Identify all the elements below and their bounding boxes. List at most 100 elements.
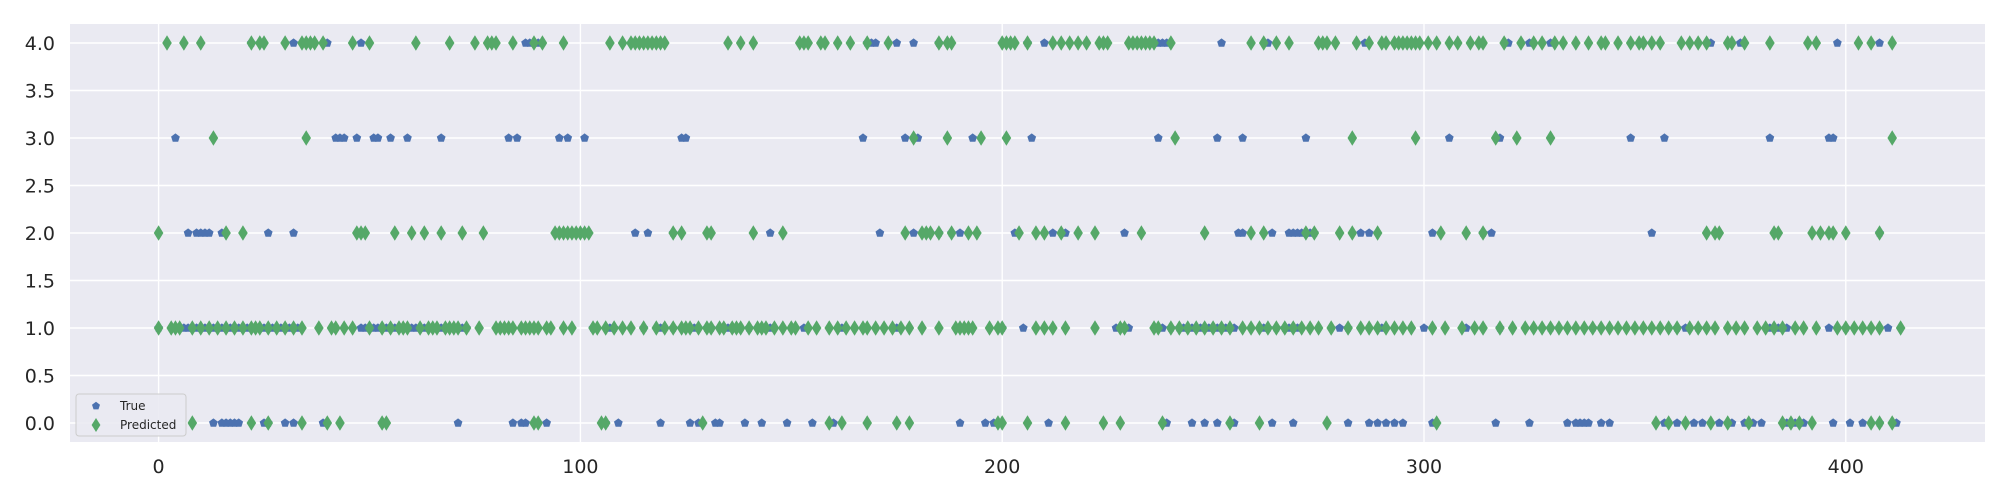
predicted-point bbox=[238, 320, 248, 336]
predicted-point bbox=[976, 130, 986, 146]
predicted-point bbox=[1048, 320, 1058, 336]
predicted-point bbox=[617, 35, 628, 51]
predicted-point bbox=[1803, 35, 1813, 51]
true-point bbox=[1698, 418, 1707, 427]
predicted-point bbox=[385, 320, 396, 336]
predicted-point bbox=[1199, 320, 1210, 336]
predicted-point bbox=[162, 35, 172, 51]
predicted-point bbox=[1528, 320, 1539, 336]
predicted-point bbox=[1064, 35, 1075, 51]
predicted-point bbox=[1423, 35, 1434, 51]
legend-marker-predicted bbox=[91, 418, 101, 432]
predicted-point bbox=[1516, 35, 1526, 51]
predicted-point bbox=[769, 320, 780, 336]
true-point bbox=[613, 418, 623, 427]
predicted-point bbox=[1073, 35, 1083, 51]
predicted-point bbox=[297, 415, 307, 431]
predicted-point bbox=[1381, 35, 1391, 51]
predicted-point bbox=[1216, 320, 1227, 336]
predicted-point bbox=[1625, 35, 1636, 51]
predicted-point bbox=[537, 35, 548, 51]
predicted-point bbox=[1478, 225, 1488, 241]
predicted-point bbox=[1014, 225, 1024, 241]
predicted-point bbox=[862, 415, 873, 431]
predicted-point bbox=[1039, 225, 1050, 241]
y-tick-label: 0.5 bbox=[25, 366, 55, 388]
predicted-point bbox=[1507, 320, 1518, 336]
predicted-point bbox=[1638, 35, 1649, 51]
true-point bbox=[1153, 133, 1163, 142]
predicted-point bbox=[697, 415, 708, 431]
predicted-point bbox=[389, 225, 400, 241]
predicted-point bbox=[1663, 415, 1674, 431]
predicted-point bbox=[934, 225, 944, 241]
predicted-point bbox=[314, 320, 324, 336]
predicted-point bbox=[1655, 320, 1666, 336]
predicted-point bbox=[1841, 225, 1851, 241]
true-point bbox=[1563, 418, 1572, 427]
predicted-point bbox=[1693, 35, 1703, 51]
predicted-point bbox=[718, 320, 729, 336]
true-point bbox=[453, 418, 463, 427]
predicted-point bbox=[1048, 35, 1058, 51]
legend-label: True bbox=[119, 399, 146, 413]
predicted-point bbox=[1874, 415, 1885, 431]
predicted-point bbox=[1693, 320, 1703, 336]
predicted-point bbox=[1351, 35, 1362, 51]
predicted-point bbox=[1347, 225, 1358, 241]
true-point bbox=[909, 228, 918, 237]
predicted-point bbox=[1288, 320, 1299, 336]
predicted-point bbox=[1558, 35, 1568, 51]
predicted-point bbox=[820, 35, 830, 51]
predicted-point bbox=[967, 320, 978, 336]
true-point bbox=[1200, 418, 1210, 427]
x-tick-label: 300 bbox=[1406, 456, 1442, 478]
true-point bbox=[1048, 228, 1058, 237]
x-tick-label: 0 bbox=[153, 456, 165, 478]
true-point bbox=[681, 133, 691, 142]
true-point bbox=[373, 133, 383, 142]
predicted-point bbox=[212, 320, 223, 336]
true-point bbox=[1373, 418, 1382, 427]
predicted-point bbox=[1495, 320, 1505, 336]
predicted-point bbox=[1322, 35, 1332, 51]
predicted-point bbox=[1330, 35, 1341, 51]
predicted-point bbox=[1119, 320, 1130, 336]
true-point bbox=[1381, 418, 1391, 427]
predicted-point bbox=[824, 415, 835, 431]
predicted-point bbox=[1237, 320, 1248, 336]
y-tick-label: 4.0 bbox=[25, 33, 55, 55]
predicted-point bbox=[659, 320, 670, 336]
predicted-point bbox=[1520, 320, 1531, 336]
predicted-point bbox=[1039, 320, 1050, 336]
true-point bbox=[386, 133, 395, 142]
predicted-point bbox=[360, 225, 371, 241]
predicted-point bbox=[1102, 35, 1113, 51]
predicted-point bbox=[659, 35, 670, 51]
predicted-point bbox=[1739, 320, 1750, 336]
predicted-point bbox=[870, 320, 881, 336]
predicted-point bbox=[1372, 225, 1383, 241]
true-point bbox=[630, 228, 640, 237]
predicted-point bbox=[1301, 225, 1311, 241]
predicted-point bbox=[1490, 130, 1501, 146]
predicted-point bbox=[1600, 35, 1611, 51]
predicted-point bbox=[1073, 225, 1083, 241]
predicted-point bbox=[195, 35, 206, 51]
true-point bbox=[1596, 418, 1606, 427]
true-point bbox=[782, 418, 792, 427]
predicted-point bbox=[1149, 35, 1159, 51]
true-point bbox=[1525, 418, 1534, 427]
predicted-point bbox=[187, 415, 198, 431]
predicted-point bbox=[1398, 320, 1408, 336]
predicted-point bbox=[676, 225, 687, 241]
predicted-point bbox=[1174, 320, 1185, 336]
predicted-point bbox=[600, 320, 611, 336]
predicted-point bbox=[592, 320, 603, 336]
predicted-point bbox=[832, 35, 843, 51]
predicted-point bbox=[1587, 320, 1598, 336]
true-point bbox=[1238, 228, 1247, 237]
true-point bbox=[1301, 133, 1311, 142]
y-tick-label: 2.5 bbox=[25, 176, 55, 198]
predicted-point bbox=[444, 35, 455, 51]
